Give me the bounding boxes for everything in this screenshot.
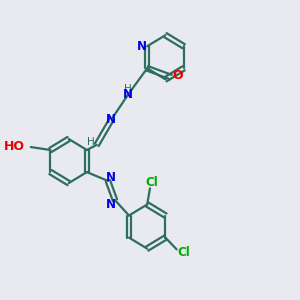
Text: HO: HO: [4, 140, 25, 153]
Text: Cl: Cl: [145, 176, 158, 189]
Text: N: N: [106, 198, 116, 211]
Text: O: O: [172, 69, 182, 82]
Text: Cl: Cl: [177, 246, 190, 259]
Text: N: N: [137, 40, 147, 53]
Text: N: N: [106, 171, 116, 184]
Text: H: H: [87, 137, 94, 147]
Text: N: N: [106, 113, 116, 126]
Text: H: H: [124, 84, 131, 94]
Text: N: N: [123, 88, 133, 101]
